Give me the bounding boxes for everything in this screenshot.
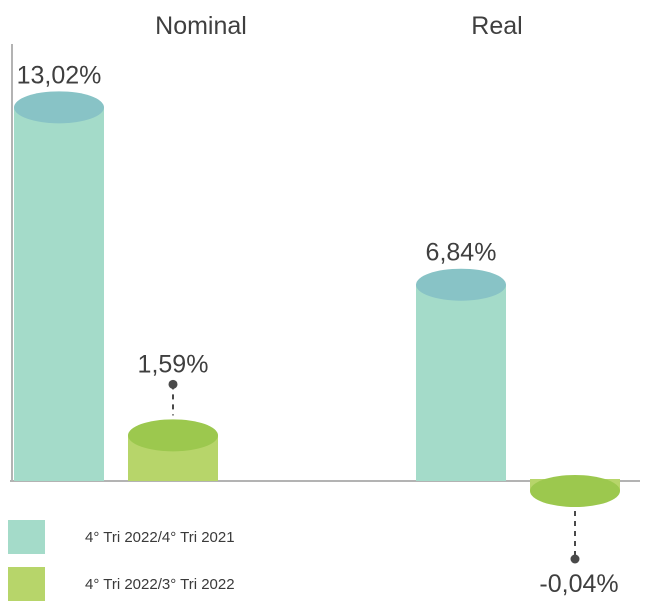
legend-swatch-series-2 xyxy=(8,567,45,601)
leader-dot-nominal xyxy=(168,379,178,389)
bars-layer xyxy=(14,91,620,507)
bar-series-1-real-cap xyxy=(416,268,506,301)
chart-axes xyxy=(10,44,640,482)
bar-series-1-nominal-cap xyxy=(14,91,104,124)
value-label-series-1-real: 6,84% xyxy=(426,239,497,267)
value-labels-layer: 13,02% 6,84% 1,59% -0,04% xyxy=(17,61,619,598)
legend-label-series-1: 4° Tri 2022/4° Tri 2021 xyxy=(85,528,235,546)
leader-dot-real xyxy=(570,554,580,564)
value-label-series-2-real: -0,04% xyxy=(539,570,618,598)
bar-series-2-nominal-cap xyxy=(128,419,218,452)
value-label-series-1-nominal: 13,02% xyxy=(17,61,102,89)
value-label-series-2-nominal: 1,59% xyxy=(138,350,209,378)
legend-label-series-2: 4° Tri 2022/3° Tri 2022 xyxy=(85,575,235,593)
legend-item-series-1: 4° Tri 2022/4° Tri 2021 xyxy=(8,520,235,554)
bar-series-1-real xyxy=(416,284,506,481)
bar-series-2-real-cap xyxy=(530,475,620,507)
group-title-nominal: Nominal xyxy=(155,12,247,40)
group-title-real: Real xyxy=(471,12,522,40)
legend-swatch-series-1 xyxy=(8,520,45,554)
legend-item-series-2: 4° Tri 2022/3° Tri 2022 xyxy=(8,567,235,601)
bar-series-1-nominal xyxy=(14,107,104,482)
